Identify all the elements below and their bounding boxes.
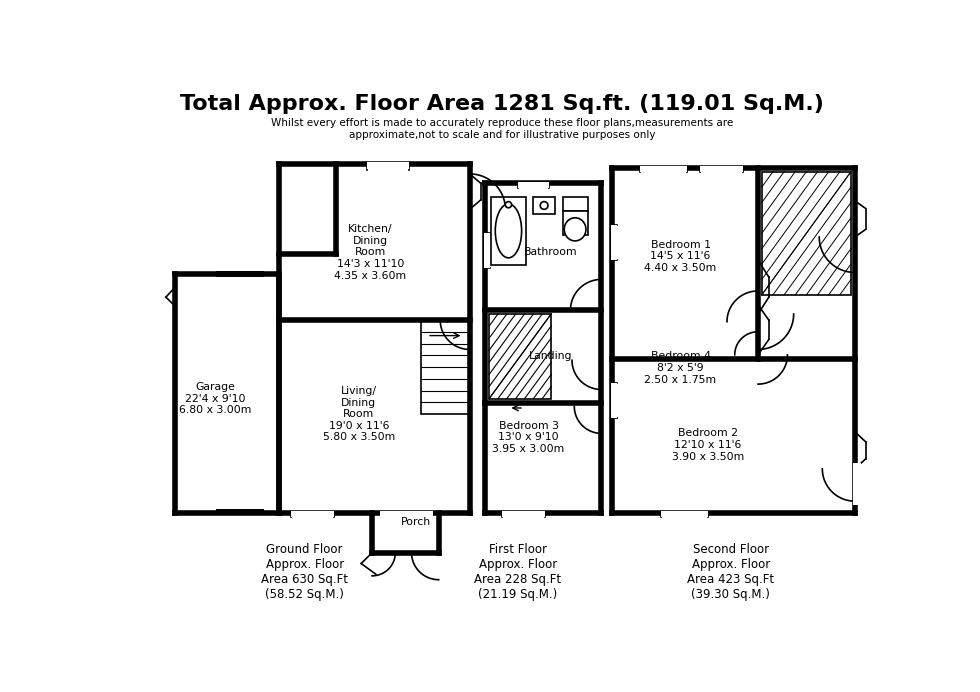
Text: Living/
Dining
Room
19'0 x 11'6
5.80 x 3.50m: Living/ Dining Room 19'0 x 11'6 5.80 x 3… — [322, 386, 395, 442]
Text: Landing: Landing — [529, 352, 573, 361]
Text: Bedroom 2
12'10 x 11'6
3.90 x 3.50m: Bedroom 2 12'10 x 11'6 3.90 x 3.50m — [671, 428, 744, 462]
Bar — [563, 197, 587, 211]
Text: Ground Floor
Approx. Floor
Area 630 Sq.Ft
(58.52 Sq.M.): Ground Floor Approx. Floor Area 630 Sq.F… — [261, 543, 348, 601]
Bar — [700, 166, 743, 172]
Bar — [563, 211, 587, 235]
Bar — [380, 511, 432, 518]
Bar — [489, 314, 551, 399]
Bar — [484, 233, 490, 268]
Bar — [517, 181, 549, 188]
Bar — [662, 511, 708, 518]
Text: Bedroom 1
14'5 x 11'6
4.40 x 3.50m: Bedroom 1 14'5 x 11'6 4.40 x 3.50m — [645, 239, 716, 273]
Bar — [611, 383, 617, 418]
Ellipse shape — [495, 204, 521, 258]
Text: Garage
22'4 x 9'10
6.80 x 3.00m: Garage 22'4 x 9'10 6.80 x 3.00m — [179, 382, 252, 415]
Bar — [533, 197, 555, 214]
Bar — [216, 509, 264, 515]
Text: Whilst every effort is made to accurately reproduce these floor plans,measuremen: Whilst every effort is made to accuratel… — [271, 118, 733, 140]
Bar — [216, 271, 264, 277]
Text: Porch: Porch — [401, 517, 430, 527]
Text: Bedroom 3
13'0 x 9'10
3.95 x 3.00m: Bedroom 3 13'0 x 9'10 3.95 x 3.00m — [493, 421, 564, 454]
Bar — [640, 166, 687, 172]
Text: First Floor
Approx. Floor
Area 228 Sq.Ft
(21.19 Sq.M.): First Floor Approx. Floor Area 228 Sq.Ft… — [474, 543, 562, 601]
Text: Total Approx. Floor Area 1281 Sq.ft. (119.01 Sq.M.): Total Approx. Floor Area 1281 Sq.ft. (11… — [180, 94, 824, 113]
Text: Bathroom: Bathroom — [524, 248, 578, 257]
Text: Kitchen/
Dining
Room
14'3 x 11'10
4.35 x 3.60m: Kitchen/ Dining Room 14'3 x 11'10 4.35 x… — [334, 224, 407, 281]
Bar — [761, 172, 851, 295]
Circle shape — [540, 201, 548, 209]
Text: Second Floor
Approx. Floor
Area 423 Sq.Ft
(39.30 Sq.M.): Second Floor Approx. Floor Area 423 Sq.F… — [687, 543, 774, 601]
Bar — [367, 163, 410, 169]
Bar — [420, 320, 469, 414]
Bar — [854, 463, 861, 505]
Text: Bedroom 4
8'2 x 5'9
2.50 x 1.75m: Bedroom 4 8'2 x 5'9 2.50 x 1.75m — [645, 352, 716, 385]
Bar — [611, 226, 617, 260]
Ellipse shape — [564, 218, 586, 241]
Bar — [502, 511, 545, 518]
Bar — [491, 197, 525, 265]
Bar — [291, 511, 334, 518]
Circle shape — [506, 201, 512, 208]
